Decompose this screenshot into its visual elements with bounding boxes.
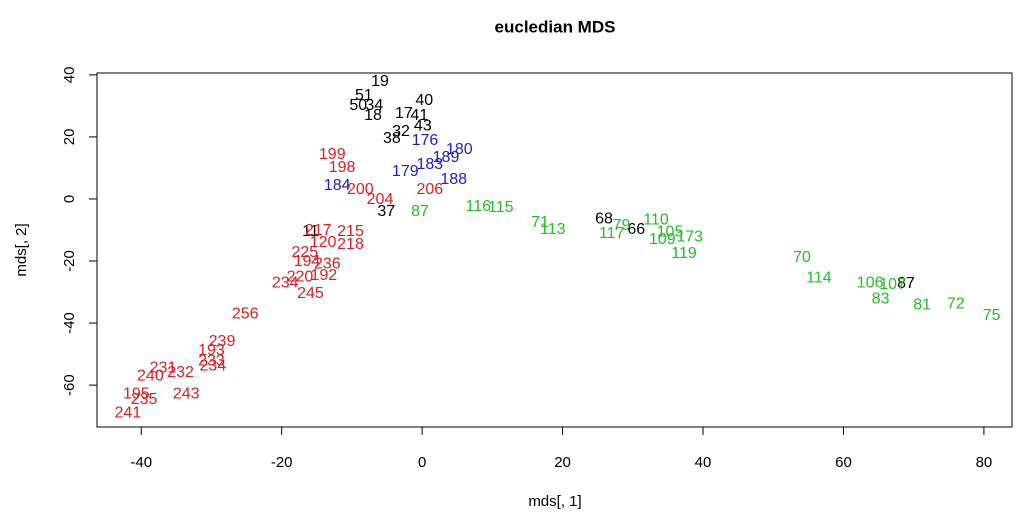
point-label: 233 [198, 352, 225, 369]
point-label: 194 [294, 253, 321, 270]
point-label: 236 [314, 255, 341, 272]
point-label: 38 [383, 130, 401, 147]
point-label: 240 [137, 367, 164, 384]
point-label: 114 [806, 269, 832, 286]
point-label: 199 [319, 146, 346, 163]
point-label: 79 [613, 217, 631, 234]
point-label: 106 [857, 274, 884, 291]
point-label: 193 [198, 342, 225, 359]
point-label: 215 [337, 223, 364, 240]
point-label: 43 [414, 117, 432, 134]
point-label: 188 [440, 171, 467, 188]
point-label: 218 [337, 236, 364, 253]
point-label: 50 [349, 97, 367, 114]
point-label: 75 [983, 307, 1001, 324]
y-tick-label: -40 [61, 312, 78, 334]
point-label: 198 [329, 159, 356, 176]
point-label: 107 [879, 276, 906, 293]
point-label: 116 [466, 198, 492, 215]
y-tick-label: -60 [61, 374, 78, 396]
point-label: 18 [364, 107, 382, 124]
point-label: 68 [595, 210, 613, 227]
point-label: 235 [131, 391, 158, 408]
point-label: 220 [287, 268, 314, 285]
point-label: 11 [302, 223, 319, 240]
x-tick-label: 40 [695, 454, 712, 471]
point-label: 70 [793, 249, 811, 266]
x-axis-title: mds[, 1] [528, 493, 581, 510]
point-label: 239 [209, 333, 236, 350]
x-tick-label: 0 [418, 454, 426, 471]
point-label: 231 [150, 359, 177, 376]
point-label: 117 [599, 225, 625, 242]
point-label: 232 [167, 364, 194, 381]
point-label: 241 [115, 404, 142, 421]
point-label: 87 [897, 275, 915, 292]
y-tick-label: -20 [61, 250, 78, 272]
point-label: 109 [649, 231, 676, 248]
point-label: 256 [232, 305, 259, 322]
point-label: 225 [292, 244, 319, 261]
point-label: 200 [347, 181, 374, 198]
point-label: 204 [367, 191, 394, 208]
x-tick-label: -40 [130, 454, 152, 471]
point-label: 105 [657, 223, 684, 240]
point-label: 17 [395, 105, 413, 122]
point-label: 83 [872, 290, 890, 307]
plot-box [96, 72, 1013, 428]
point-label: 71 [531, 214, 549, 231]
point-label: 176 [412, 132, 439, 149]
point-label: 32 [392, 123, 410, 140]
point-label: 110 [643, 211, 669, 228]
point-label: 234 [200, 357, 227, 374]
x-tick-label: -20 [271, 454, 293, 471]
point-label: 87 [411, 203, 429, 220]
point-label: 245 [297, 285, 324, 302]
y-tick-label: 0 [61, 195, 78, 203]
y-tick-label: 20 [61, 129, 78, 146]
x-tick-label: 20 [554, 454, 571, 471]
point-label: 41 [410, 107, 428, 124]
x-tick-label: 60 [835, 454, 852, 471]
point-label: 51 [355, 87, 373, 104]
point-label: 206 [417, 181, 444, 198]
point-label: 19 [371, 73, 389, 90]
point-label: 243 [173, 385, 200, 402]
point-label: 115 [488, 199, 514, 216]
y-tick-label: 40 [61, 67, 78, 84]
point-label: 81 [913, 296, 931, 313]
point-label: 66 [627, 221, 645, 238]
point-label: 195 [123, 385, 150, 402]
point-label: 37 [377, 203, 395, 220]
point-label: 72 [947, 295, 965, 312]
chart-title: eucledian MDS [495, 17, 616, 36]
x-tick-label: 80 [976, 454, 993, 471]
point-label: 119 [671, 245, 697, 262]
point-label: 34 [365, 97, 383, 114]
point-label: 189 [433, 149, 460, 166]
point-label: 184 [324, 177, 351, 194]
point-label: 120 [310, 234, 337, 251]
point-label: 234 [272, 274, 299, 291]
point-label: 40 [415, 92, 433, 109]
point-label: 180 [446, 141, 473, 158]
point-label: 173 [676, 228, 703, 245]
point-label: 179 [392, 163, 419, 180]
point-label: 183 [417, 156, 444, 173]
point-label: 113 [540, 221, 566, 238]
point-label: 192 [310, 267, 337, 284]
y-axis-title: mds[, 2] [13, 223, 30, 276]
point-label: 217 [305, 222, 332, 239]
